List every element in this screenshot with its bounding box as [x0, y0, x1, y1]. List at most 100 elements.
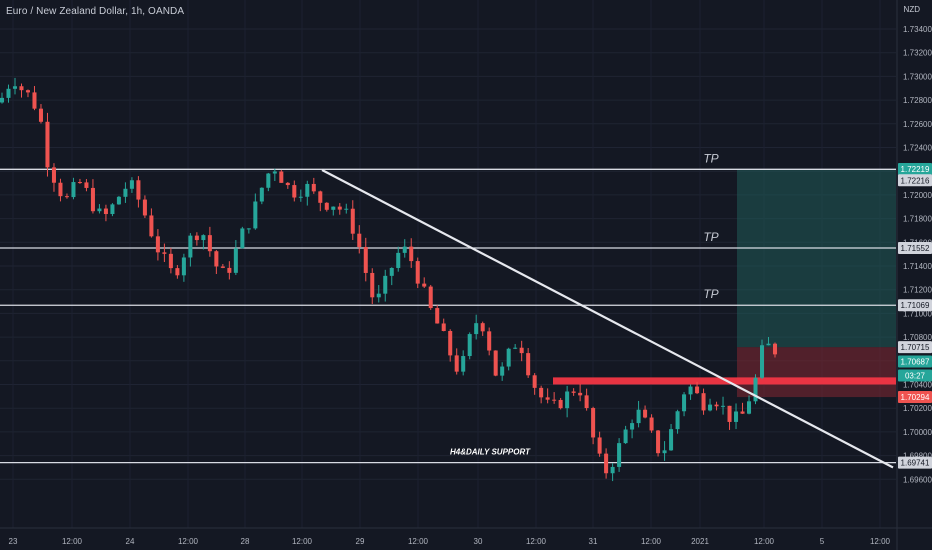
candle[interactable]: [142, 199, 147, 216]
candle[interactable]: [402, 246, 407, 253]
candle[interactable]: [623, 429, 628, 444]
candle[interactable]: [149, 215, 154, 237]
candle[interactable]: [636, 409, 641, 424]
candle[interactable]: [740, 411, 745, 414]
candle[interactable]: [116, 196, 121, 205]
candle[interactable]: [207, 235, 212, 252]
candle[interactable]: [597, 437, 602, 454]
candle[interactable]: [6, 88, 11, 98]
candle[interactable]: [584, 395, 589, 409]
candle[interactable]: [766, 343, 771, 346]
candle[interactable]: [324, 202, 329, 210]
candle[interactable]: [480, 323, 485, 332]
candle[interactable]: [181, 257, 186, 276]
candle[interactable]: [526, 353, 531, 376]
candle[interactable]: [298, 196, 303, 198]
candle[interactable]: [19, 86, 24, 91]
candle[interactable]: [656, 430, 661, 454]
candle[interactable]: [376, 293, 381, 298]
candle[interactable]: [12, 86, 18, 89]
candle[interactable]: [772, 343, 778, 355]
candle[interactable]: [500, 366, 505, 376]
candle[interactable]: [331, 206, 336, 210]
candle[interactable]: [51, 167, 56, 183]
candle[interactable]: [396, 252, 401, 268]
candle[interactable]: [194, 235, 199, 241]
candle[interactable]: [240, 228, 245, 249]
candle[interactable]: [539, 387, 544, 398]
candle[interactable]: [311, 183, 316, 192]
candle[interactable]: [565, 391, 570, 409]
candle[interactable]: [201, 235, 206, 241]
candle[interactable]: [188, 235, 193, 258]
candle[interactable]: [558, 399, 563, 409]
candle[interactable]: [714, 404, 719, 407]
candle[interactable]: [688, 386, 693, 395]
candle[interactable]: [461, 356, 466, 372]
candle[interactable]: [389, 267, 394, 276]
candle[interactable]: [266, 173, 271, 188]
candle[interactable]: [45, 121, 50, 168]
candle[interactable]: [454, 355, 459, 372]
trendline[interactable]: [321, 169, 894, 469]
candle[interactable]: [747, 401, 752, 414]
candle[interactable]: [545, 397, 550, 400]
candle[interactable]: [97, 208, 102, 212]
candle[interactable]: [253, 201, 258, 229]
candle[interactable]: [246, 228, 251, 230]
candle[interactable]: [493, 350, 498, 376]
candle[interactable]: [610, 466, 615, 474]
candle[interactable]: [422, 283, 427, 287]
candle[interactable]: [682, 394, 687, 412]
candle[interactable]: [168, 253, 173, 269]
candle[interactable]: [669, 429, 674, 451]
candle[interactable]: [233, 248, 238, 273]
candle[interactable]: [643, 409, 648, 418]
candle[interactable]: [721, 405, 726, 407]
candle[interactable]: [64, 196, 69, 198]
candle[interactable]: [474, 323, 479, 335]
candle[interactable]: [630, 423, 635, 430]
candle[interactable]: [103, 208, 108, 215]
candle[interactable]: [136, 180, 141, 200]
candle[interactable]: [58, 182, 63, 197]
candle[interactable]: [363, 247, 368, 273]
candle[interactable]: [162, 252, 167, 254]
candle[interactable]: [441, 323, 446, 332]
candle[interactable]: [578, 392, 583, 396]
candle[interactable]: [123, 188, 128, 197]
position-target-zone[interactable]: [737, 168, 896, 348]
candle[interactable]: [129, 180, 134, 189]
candle[interactable]: [506, 348, 511, 367]
candle[interactable]: [708, 404, 713, 411]
candle[interactable]: [90, 187, 95, 212]
candle[interactable]: [220, 266, 225, 268]
candle[interactable]: [759, 345, 765, 378]
candle[interactable]: [448, 331, 453, 356]
candle[interactable]: [519, 347, 524, 354]
candle[interactable]: [415, 261, 420, 284]
candle[interactable]: [532, 375, 537, 388]
candle[interactable]: [305, 183, 310, 197]
candle[interactable]: [344, 208, 349, 210]
candle[interactable]: [435, 308, 440, 324]
candle[interactable]: [753, 377, 758, 402]
support-zone[interactable]: [553, 377, 896, 385]
candle[interactable]: [617, 443, 622, 467]
candle[interactable]: [571, 391, 576, 393]
candle[interactable]: [155, 236, 160, 253]
candle[interactable]: [727, 405, 732, 422]
candle[interactable]: [259, 187, 264, 202]
candle[interactable]: [552, 399, 557, 401]
candle[interactable]: [32, 92, 37, 109]
candle[interactable]: [467, 334, 472, 357]
candle[interactable]: [38, 108, 43, 122]
candle[interactable]: [350, 208, 355, 234]
candle[interactable]: [175, 268, 180, 276]
candle[interactable]: [71, 182, 76, 198]
candle[interactable]: [357, 233, 362, 248]
candle[interactable]: [279, 171, 284, 183]
candle[interactable]: [487, 331, 492, 351]
candle[interactable]: [591, 408, 596, 438]
candle[interactable]: [110, 204, 115, 215]
